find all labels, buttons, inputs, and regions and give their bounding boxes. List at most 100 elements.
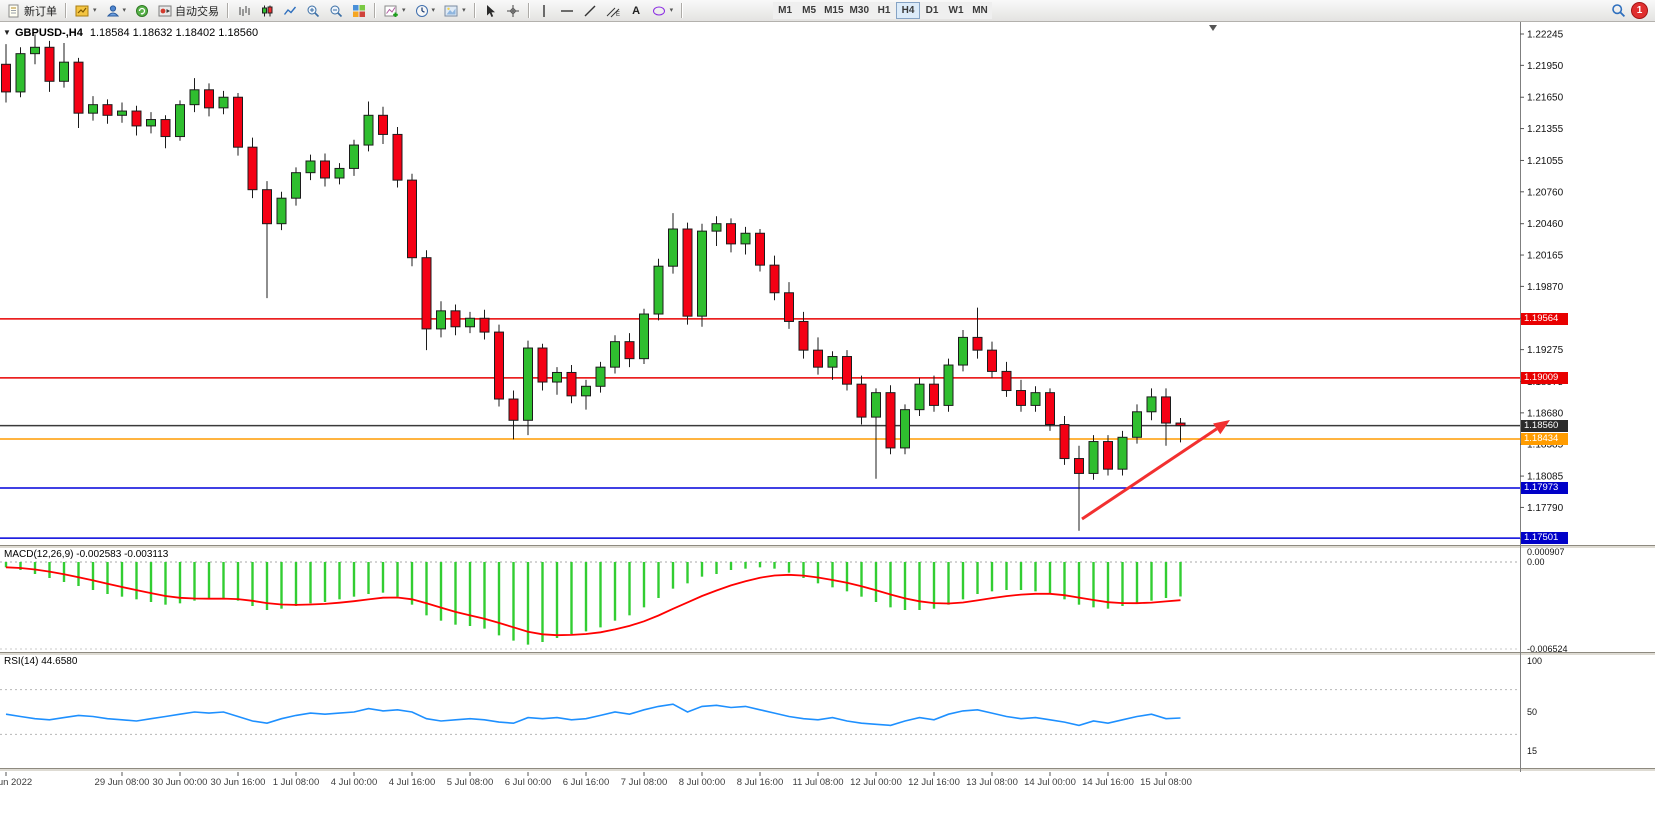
profiles-button[interactable]: ▾ — [102, 1, 131, 20]
price-tag-bid: 1.18560 — [1521, 419, 1568, 432]
svg-text:1.18085: 1.18085 — [1527, 472, 1564, 483]
text-tool-button[interactable]: A — [626, 1, 647, 20]
svg-text:0.00: 0.00 — [1527, 557, 1545, 567]
periods-clock-icon — [415, 4, 428, 17]
svg-text:12 Jul 00:00: 12 Jul 00:00 — [850, 777, 902, 788]
svg-text:6 Jul 00:00: 6 Jul 00:00 — [505, 777, 551, 788]
svg-text:1.21055: 1.21055 — [1527, 156, 1564, 167]
svg-text:1.21950: 1.21950 — [1527, 61, 1564, 72]
tf-button-w1[interactable]: W1 — [944, 2, 968, 19]
svg-text:12 Jul 16:00: 12 Jul 16:00 — [908, 777, 960, 788]
svg-text:30 Jun 16:00: 30 Jun 16:00 — [211, 777, 266, 788]
line-chart-button[interactable] — [279, 1, 301, 20]
tf-button-mn[interactable]: MN — [968, 2, 992, 19]
search-button[interactable] — [1607, 1, 1630, 20]
trendline-button[interactable] — [579, 1, 601, 20]
timeframe-group: M1 M5 M15 M30 H1 H4 D1 W1 MN — [773, 2, 992, 19]
ohlc-readout: 1.18584 1.18632 1.18402 1.18560 — [89, 27, 259, 39]
crosshair-icon — [506, 4, 519, 17]
crosshair-button[interactable] — [502, 1, 524, 20]
svg-text:1.22245: 1.22245 — [1527, 30, 1564, 41]
zoom-in-button[interactable] — [302, 1, 324, 20]
one-click-trading-arrow-icon[interactable]: ▼ — [3, 28, 11, 37]
svg-text:4 Jul 16:00: 4 Jul 16:00 — [389, 777, 435, 788]
svg-text:E: E — [616, 12, 620, 18]
toolbar-separator — [473, 3, 476, 18]
svg-text:5 Jul 08:00: 5 Jul 08:00 — [447, 777, 493, 788]
tf-button-m1[interactable]: M1 — [773, 2, 798, 19]
notification-badge[interactable]: 1 — [1631, 2, 1648, 19]
vertical-line-icon — [543, 4, 545, 17]
toolbar-separator — [227, 3, 230, 18]
price-tag-resistance-upper: 1.19564 — [1521, 312, 1568, 325]
cursor-icon — [486, 4, 495, 17]
line-chart-icon — [283, 6, 297, 15]
indicators-button[interactable]: ▾ — [380, 1, 410, 20]
svg-text:0.000907: 0.000907 — [1527, 547, 1565, 557]
indicators-icon — [384, 5, 398, 17]
text-tool-label: A — [632, 4, 641, 17]
price-tag-ask: 1.18434 — [1521, 432, 1568, 445]
tf-button-d1[interactable]: D1 — [920, 2, 944, 19]
tf-button-h1[interactable]: H1 — [872, 2, 896, 19]
svg-text:4 Jul 00:00: 4 Jul 00:00 — [331, 777, 377, 788]
tf-button-m5[interactable]: M5 — [797, 2, 822, 19]
tile-windows-icon — [353, 4, 366, 17]
tf-button-h4[interactable]: H4 — [896, 2, 920, 19]
vertical-line-button[interactable] — [534, 1, 555, 20]
dropdown-arrow-icon: ▾ — [402, 7, 406, 14]
svg-text:29 Jun 08:00: 29 Jun 08:00 — [95, 777, 150, 788]
autotrading-icon — [158, 5, 172, 16]
bar-chart-icon — [239, 5, 250, 16]
new-chart-icon — [75, 5, 89, 16]
dropdown-arrow-icon: ▾ — [431, 7, 436, 14]
svg-text:1.20760: 1.20760 — [1527, 187, 1564, 198]
shapes-icon — [652, 6, 665, 15]
bar-chart-button[interactable] — [233, 1, 255, 20]
svg-text:-0.006524: -0.006524 — [1527, 644, 1568, 654]
price-tag-support-lower: 1.17501 — [1521, 532, 1568, 545]
toolbar-separator — [65, 3, 67, 18]
svg-text:8 Jul 16:00: 8 Jul 16:00 — [737, 777, 783, 788]
svg-text:50: 50 — [1527, 707, 1537, 717]
new-order-label: 新订单 — [24, 5, 57, 18]
candlestick-chart-icon — [262, 5, 273, 16]
cursor-button[interactable] — [480, 1, 501, 20]
new-order-button[interactable]: 新订单 — [3, 1, 61, 20]
tile-windows-button[interactable] — [348, 1, 370, 20]
price-chart-canvas[interactable]: 1.22245 1.21950 1.21650 1.21355 1.21055 1.207… — [0, 22, 1655, 825]
tf-button-m30[interactable]: M30 — [846, 2, 872, 19]
channel-button[interactable]: E — [602, 1, 625, 20]
svg-text:14 Jul 16:00: 14 Jul 16:00 — [1082, 777, 1134, 788]
autotrading-label: 自动交易 — [175, 5, 220, 18]
svg-text:1.19275: 1.19275 — [1527, 345, 1564, 356]
shapes-button[interactable]: ▾ — [648, 1, 678, 20]
macd-indicator-label: MACD(12,26,9) -0.002583 -0.003113 — [4, 549, 169, 560]
zoom-out-button[interactable] — [325, 1, 347, 20]
tf-button-m15[interactable]: M15 — [821, 2, 847, 19]
search-icon — [1612, 4, 1626, 18]
new-order-icon — [8, 4, 19, 17]
rsi-indicator-label: RSI(14) 44.6580 — [4, 656, 78, 667]
new-chart-button[interactable]: ▾ — [71, 1, 101, 20]
autotrading-button[interactable]: 自动交易 — [154, 1, 223, 20]
dropdown-arrow-icon: ▾ — [669, 7, 674, 14]
svg-text:8 Jul 00:00: 8 Jul 00:00 — [679, 777, 725, 788]
templates-icon — [444, 5, 458, 16]
svg-text:11 Jul 08:00: 11 Jul 08:00 — [792, 777, 843, 788]
horizontal-line-button[interactable] — [556, 1, 578, 20]
svg-text:13 Jul 08:00: 13 Jul 08:00 — [966, 777, 1018, 788]
toolbar-separator — [374, 3, 377, 18]
chart-area: 1.22245 1.21950 1.21650 1.21355 1.21055 1.207… — [0, 22, 1655, 825]
periods-button[interactable]: ▾ — [411, 1, 440, 20]
svg-text:1 Jul 08:00: 1 Jul 08:00 — [273, 777, 319, 788]
candlestick-chart-button[interactable] — [256, 1, 278, 20]
svg-text:28 Jun 2022: 28 Jun 2022 — [0, 777, 32, 788]
templates-button[interactable]: ▾ — [440, 1, 470, 20]
svg-text:100: 100 — [1527, 656, 1542, 666]
dropdown-arrow-icon: ▾ — [93, 7, 97, 14]
profiles-icon — [106, 4, 119, 16]
market-watch-icon — [136, 4, 149, 17]
market-watch-button[interactable] — [131, 1, 153, 20]
